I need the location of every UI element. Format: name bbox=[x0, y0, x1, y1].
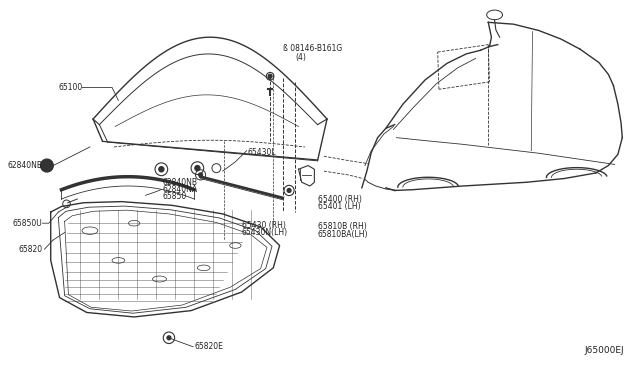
Text: ß 08146-B161G: ß 08146-B161G bbox=[283, 44, 342, 53]
Text: 65850U: 65850U bbox=[13, 219, 42, 228]
Text: 65850: 65850 bbox=[163, 192, 187, 201]
Text: 62840NB: 62840NB bbox=[8, 161, 42, 170]
Circle shape bbox=[195, 166, 200, 171]
Text: (4): (4) bbox=[296, 53, 307, 62]
Text: 65430 (RH): 65430 (RH) bbox=[242, 221, 285, 230]
Circle shape bbox=[167, 336, 171, 340]
Circle shape bbox=[268, 74, 272, 78]
Circle shape bbox=[40, 159, 53, 172]
Text: 65810B (RH): 65810B (RH) bbox=[317, 222, 366, 231]
Text: 65430L: 65430L bbox=[248, 148, 276, 157]
Text: 65820: 65820 bbox=[19, 245, 42, 254]
Text: 62840NB: 62840NB bbox=[163, 178, 198, 187]
Text: 65430N(LH): 65430N(LH) bbox=[242, 228, 288, 237]
Text: 65100: 65100 bbox=[58, 83, 83, 92]
Text: 65820E: 65820E bbox=[195, 342, 223, 351]
Text: J65000EJ: J65000EJ bbox=[584, 346, 624, 355]
Circle shape bbox=[198, 173, 202, 177]
Text: 62840NA: 62840NA bbox=[163, 185, 198, 194]
Text: 65401 (LH): 65401 (LH) bbox=[317, 202, 360, 211]
Circle shape bbox=[287, 189, 291, 192]
Text: 65400 (RH): 65400 (RH) bbox=[317, 195, 362, 203]
Text: 65810BA(LH): 65810BA(LH) bbox=[317, 230, 368, 239]
Circle shape bbox=[159, 167, 164, 172]
